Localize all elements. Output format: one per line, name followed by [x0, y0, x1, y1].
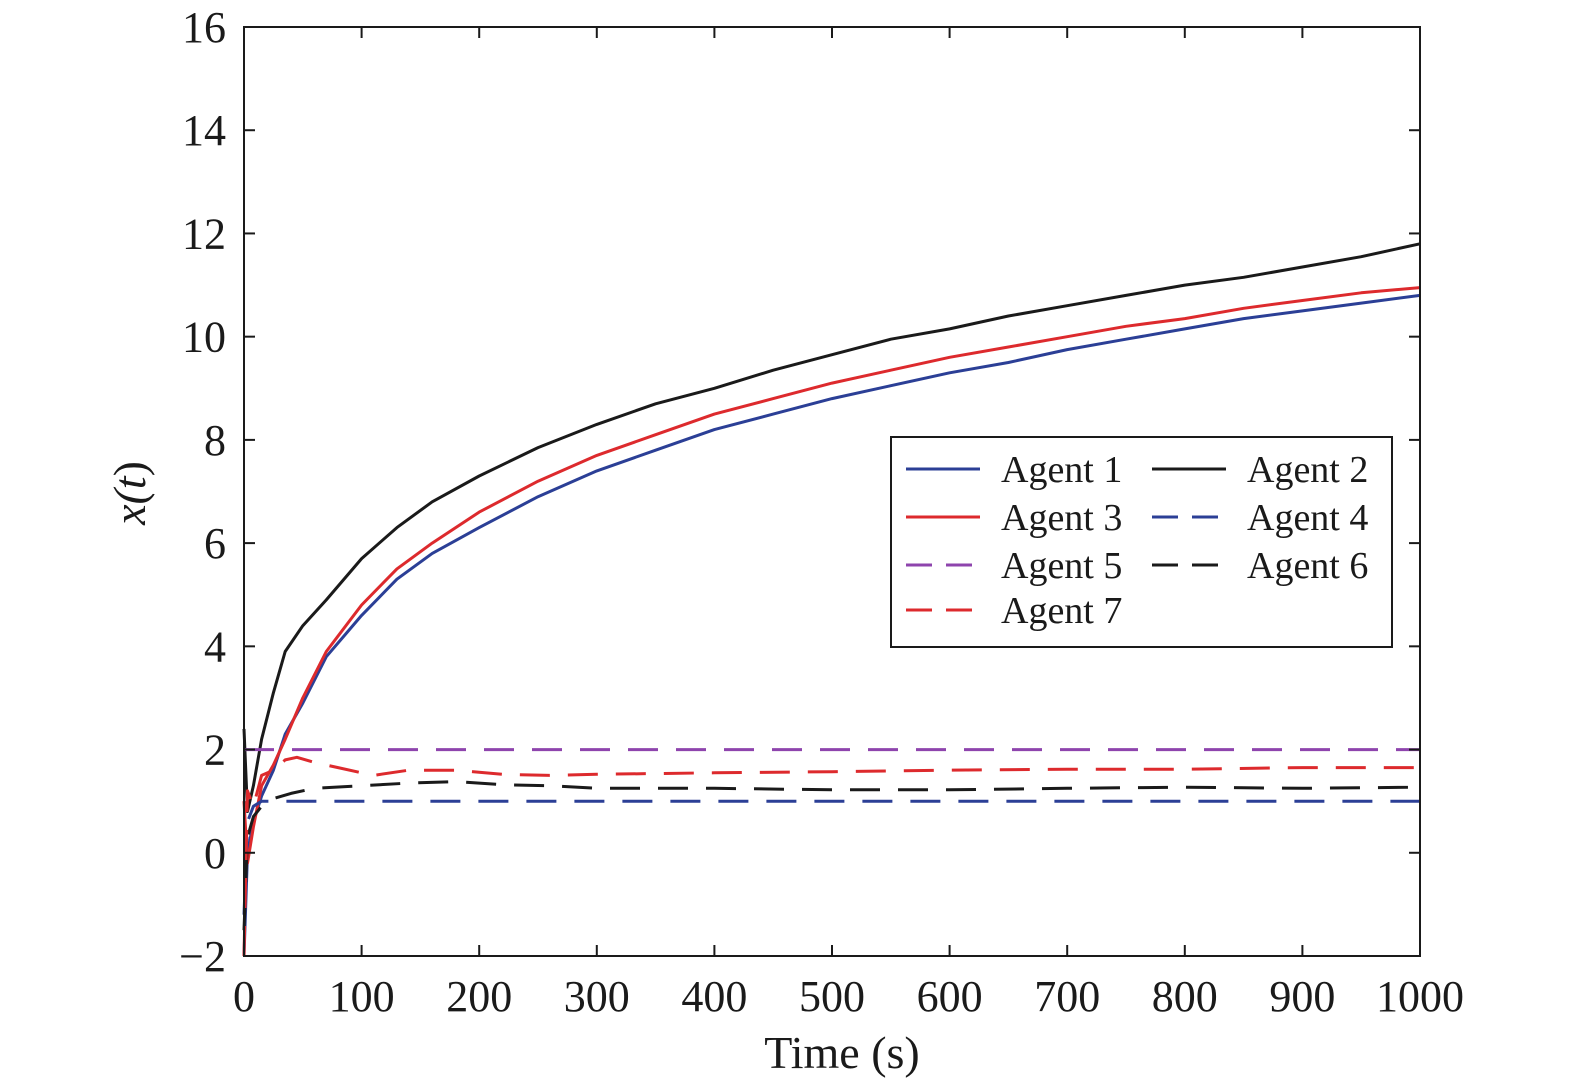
- legend-box: [890, 436, 1393, 648]
- tick-label-layer: 0 100 200 300 400 500 600 700 800 900 1000−2024681…: [179, 3, 1464, 1021]
- y-tick-label: 4: [204, 622, 226, 671]
- y-tick-label: 8: [204, 416, 226, 465]
- legend-label-agent-5: Agent 5: [1001, 545, 1122, 587]
- y-tick-label: 10: [182, 313, 226, 362]
- x-tick-label: 800: [1152, 972, 1218, 1021]
- x-tick-label: 700: [1034, 972, 1100, 1021]
- series-line-agent-3: [242, 286, 1421, 865]
- legend-label-agent-6: Agent 6: [1247, 545, 1368, 587]
- series-line-agent-4: [242, 799, 1420, 915]
- y-tick-label: 16: [182, 3, 226, 52]
- x-tick-label: 0: [233, 972, 255, 1021]
- y-axis-label-var: t: [104, 475, 155, 489]
- legend-label-agent-7: Agent 7: [1001, 590, 1122, 632]
- x-tick-label: 100: [329, 972, 395, 1021]
- legend-label-agent-3: Agent 3: [1001, 497, 1122, 539]
- y-axis-label-suffix: ): [104, 461, 155, 476]
- x-tick-label: 900: [1269, 972, 1335, 1021]
- y-tick-label: 6: [204, 519, 226, 568]
- y-tick-label: 0: [204, 829, 226, 878]
- x-tick-label: 600: [917, 972, 983, 1021]
- y-axis-label: x(t): [104, 461, 155, 526]
- series-line-agent-7: [242, 755, 1420, 957]
- series-line-agent-6: [242, 780, 1421, 931]
- y-tick-label: 14: [182, 106, 226, 155]
- x-tick-label: 200: [446, 972, 512, 1021]
- plot-frame: [243, 26, 1421, 957]
- legend-label-agent-2: Agent 2: [1247, 449, 1368, 491]
- y-tick-label: 12: [182, 209, 226, 258]
- series-line-agent-2: [242, 242, 1421, 813]
- x-tick-label: 400: [681, 972, 747, 1021]
- x-tick-label: 300: [564, 972, 630, 1021]
- y-tick-label: −2: [179, 932, 226, 981]
- legend-label-agent-1: Agent 1: [1001, 449, 1122, 491]
- y-tick-label: 2: [204, 726, 226, 775]
- x-axis-label: Time (s): [764, 1027, 920, 1078]
- y-axis-label-prefix: x(: [104, 487, 155, 526]
- x-tick-label: 500: [799, 972, 865, 1021]
- legend-label-agent-4: Agent 4: [1247, 497, 1368, 539]
- x-tick-label: 1000: [1376, 972, 1464, 1021]
